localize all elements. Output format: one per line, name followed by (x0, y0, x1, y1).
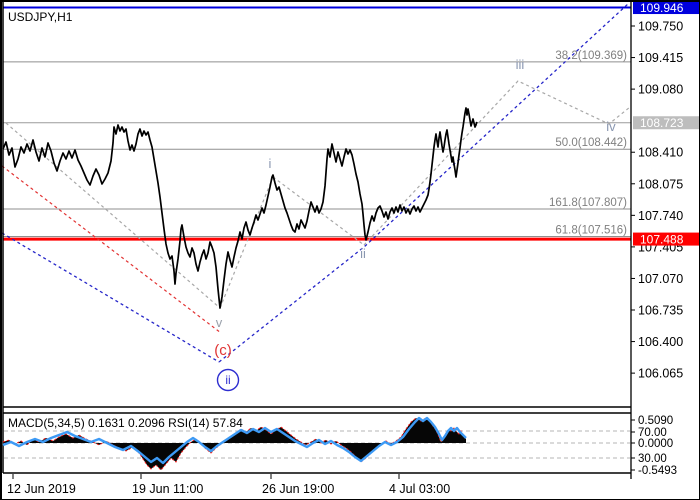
wave-label: ii (225, 373, 230, 387)
red-wave-c-line (1, 165, 222, 334)
wave-label: iv (606, 119, 616, 134)
price-series (2, 107, 478, 309)
fib-level-label: 161.8(107.807) (549, 197, 627, 209)
indicator-scale-label: 0.0000 (638, 438, 673, 450)
time-axis-label: 4 Jul 03:00 (389, 482, 450, 496)
fib-level-label: 38.2(109.369) (555, 50, 627, 62)
price-box-value: 109.946 (640, 1, 684, 15)
indicator-values-label: MACD(5,34,5) 0.1631 0.2096 RSI(14) 57.84 (8, 416, 243, 430)
wave-label: iii (516, 57, 525, 72)
price-axis-label: 109.080 (638, 83, 683, 97)
wave-label: ii (360, 246, 366, 261)
indicator-scale-label: 0.5090 (638, 415, 673, 427)
wave-label-circle (216, 368, 240, 392)
price-axis-label: 106.065 (638, 367, 683, 381)
wave-label: (c) (214, 342, 232, 359)
macd-area (3, 418, 466, 470)
price-axis-label: 107.740 (638, 209, 683, 223)
time-axis-label: 12 Jun 2019 (7, 482, 76, 496)
price-axis-label: 106.400 (638, 335, 683, 349)
rsi-line (2, 416, 467, 465)
symbol-timeframe-label: USDJPY,H1 (8, 10, 73, 24)
price-axis-label: 109.750 (638, 20, 683, 34)
gray-downtrend-line (5, 122, 221, 309)
indicator-scale-label: 70.00 (638, 427, 667, 439)
indicator-scale-label: 30.00 (638, 453, 667, 465)
time-axis-label: 19 Jun 11:00 (132, 482, 203, 496)
price-axis-label: 108.410 (638, 146, 683, 160)
indicator-scale-label: -0.5493 (638, 465, 677, 477)
time-axis-label: 26 Jun 19:00 (262, 482, 334, 496)
fib-level-label: 61.8(107.516) (555, 224, 627, 236)
wave-label: v (216, 315, 223, 330)
price-box (633, 1, 699, 15)
price-box-value: 107.488 (640, 233, 684, 247)
price-axis-label: 106.735 (638, 304, 683, 318)
fib-level-label: 50.0(108.442) (555, 137, 627, 149)
price-axis-label: 108.075 (638, 177, 683, 191)
blue-downtrend-line (1, 232, 220, 363)
blue-projection-line (218, 2, 630, 363)
price-axis-label: 109.415 (638, 51, 683, 65)
price-box (633, 116, 699, 130)
price-box-value: 108.723 (640, 116, 684, 130)
price-axis-label: 107.070 (638, 272, 683, 286)
wave-label: i (269, 156, 272, 171)
price-box (633, 232, 699, 246)
